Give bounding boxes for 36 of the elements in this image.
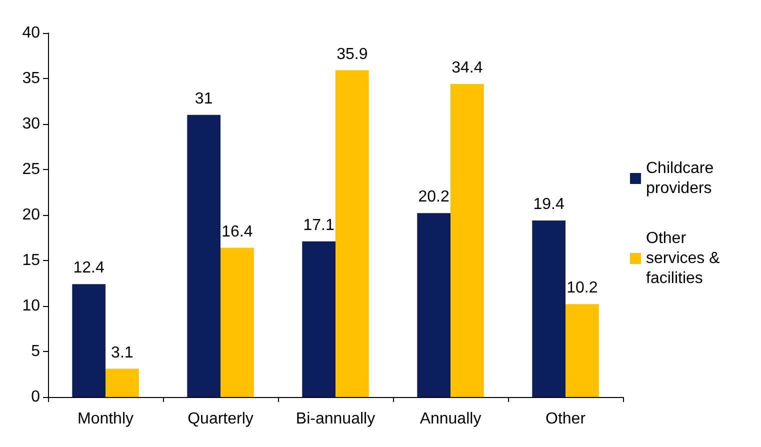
data-label: 19.4: [533, 196, 564, 213]
x-tick-label: Monthly: [77, 410, 134, 428]
data-label: 20.2: [418, 188, 450, 206]
bar: [336, 70, 369, 397]
bar: [302, 241, 336, 397]
y-tick-label: 40: [22, 24, 40, 42]
y-tick-label: 30: [22, 116, 40, 132]
x-tick-label: Quarterly: [188, 410, 254, 428]
x-tick-label: Annually: [420, 410, 482, 428]
legend-label: Childcare providers: [646, 160, 718, 197]
bar: [106, 368, 139, 397]
data-label: 16.4: [222, 223, 253, 240]
bar: [187, 114, 220, 397]
y-tick-label: 35: [22, 70, 40, 87]
y-tick-label: 5: [31, 343, 40, 360]
bar: [566, 304, 599, 397]
bar: [220, 248, 254, 397]
y-tick-label: 25: [22, 161, 40, 178]
data-label: 34.4: [452, 59, 483, 76]
data-label: 31: [194, 90, 213, 108]
data-label: 12.4: [73, 260, 104, 277]
x-tick-label: Bi-annually: [296, 410, 376, 428]
y-tick-label: 10: [22, 298, 40, 314]
data-label: 17.1: [303, 216, 334, 234]
data-label: 3.1: [111, 344, 134, 362]
legend-label: Other services & facilities: [646, 230, 724, 287]
x-tick-label: Other: [545, 410, 586, 428]
bar: [532, 220, 566, 397]
y-tick-label: 20: [22, 206, 40, 224]
data-label: 10.2: [566, 280, 598, 297]
bar: [72, 284, 106, 397]
data-label: 35.9: [336, 46, 368, 63]
y-tick-label: 0: [31, 388, 40, 406]
y-tick-label: 15: [22, 252, 40, 269]
bar: [417, 213, 450, 397]
bar: [450, 84, 484, 397]
